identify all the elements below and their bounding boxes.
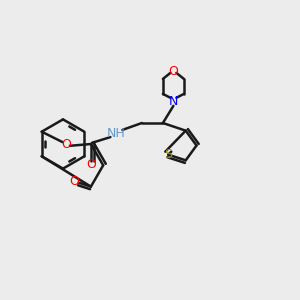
Text: O: O	[86, 158, 96, 171]
Text: S: S	[164, 148, 172, 161]
Text: N: N	[169, 95, 178, 108]
Text: O: O	[169, 65, 178, 78]
Text: O: O	[61, 137, 71, 151]
Text: O: O	[70, 175, 79, 188]
Text: NH: NH	[107, 127, 126, 140]
